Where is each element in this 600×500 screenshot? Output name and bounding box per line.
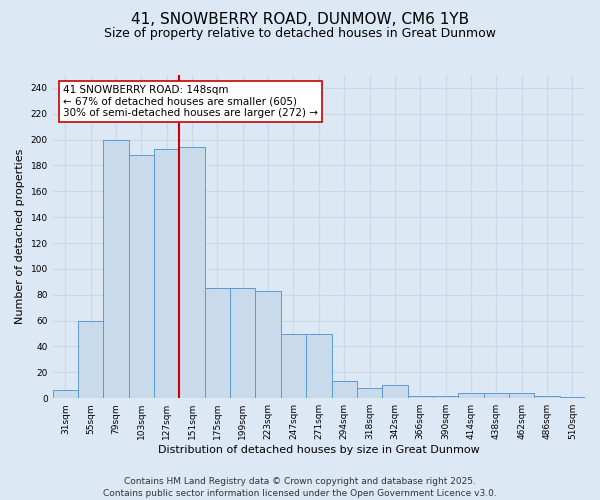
Bar <box>535 396 560 398</box>
Text: Contains HM Land Registry data © Crown copyright and database right 2025.
Contai: Contains HM Land Registry data © Crown c… <box>103 476 497 498</box>
Bar <box>256 291 281 398</box>
Bar <box>103 140 129 398</box>
Bar <box>129 155 154 398</box>
Bar <box>306 334 332 398</box>
Bar <box>154 148 179 398</box>
Bar <box>179 148 205 398</box>
Text: 41, SNOWBERRY ROAD, DUNMOW, CM6 1YB: 41, SNOWBERRY ROAD, DUNMOW, CM6 1YB <box>131 12 469 28</box>
Bar <box>78 320 103 398</box>
Y-axis label: Number of detached properties: Number of detached properties <box>15 149 25 324</box>
Bar <box>458 393 484 398</box>
Bar <box>205 288 230 398</box>
Text: Size of property relative to detached houses in Great Dunmow: Size of property relative to detached ho… <box>104 28 496 40</box>
Bar <box>357 388 382 398</box>
Bar <box>53 390 78 398</box>
X-axis label: Distribution of detached houses by size in Great Dunmow: Distribution of detached houses by size … <box>158 445 480 455</box>
Bar <box>382 386 407 398</box>
Bar <box>484 393 509 398</box>
Bar <box>281 334 306 398</box>
Bar <box>509 393 535 398</box>
Bar <box>230 288 256 398</box>
Bar <box>332 382 357 398</box>
Text: 41 SNOWBERRY ROAD: 148sqm
← 67% of detached houses are smaller (605)
30% of semi: 41 SNOWBERRY ROAD: 148sqm ← 67% of detac… <box>64 84 319 118</box>
Bar <box>560 397 585 398</box>
Bar <box>407 396 433 398</box>
Bar <box>433 396 458 398</box>
